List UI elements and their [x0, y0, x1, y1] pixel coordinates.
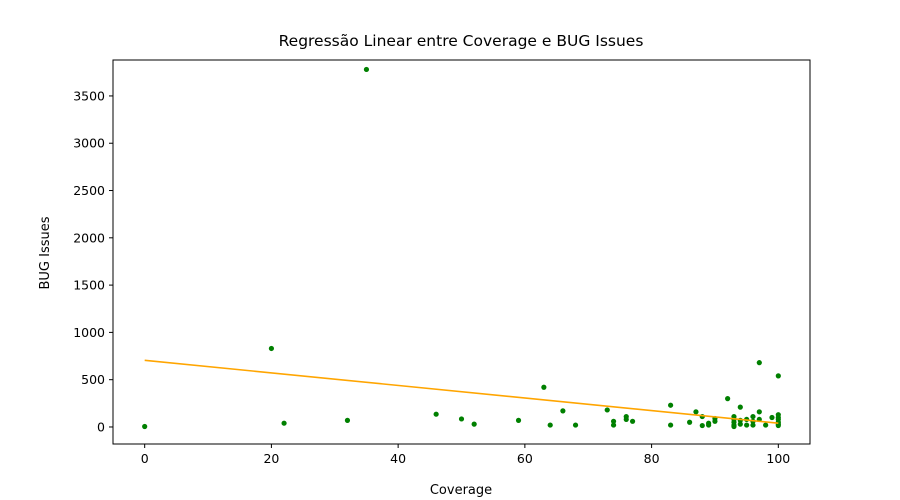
- x-tick-label: 40: [390, 451, 406, 466]
- data-point: [572, 422, 579, 428]
- data-point: [756, 360, 762, 366]
- plot-area: [142, 66, 781, 430]
- data-point: [541, 384, 547, 390]
- data-point: [560, 408, 566, 414]
- data-point: [763, 422, 769, 428]
- data-point: [433, 411, 439, 417]
- data-point: [458, 416, 465, 422]
- data-point: [547, 422, 553, 428]
- chart-title: Regressão Linear entre Coverage e BUG Is…: [279, 32, 644, 50]
- data-point: [268, 345, 275, 352]
- data-point: [142, 423, 148, 430]
- data-point: [737, 421, 743, 427]
- data-point: [344, 417, 351, 423]
- data-point: [744, 422, 750, 428]
- data-point: [604, 407, 610, 413]
- data-point: [750, 422, 756, 428]
- x-tick-label: 20: [263, 451, 279, 466]
- y-tick-label: 1000: [73, 325, 105, 340]
- data-point: [693, 409, 699, 415]
- x-axis-label: Coverage: [430, 483, 492, 498]
- data-point: [610, 418, 617, 424]
- y-tick-label: 2000: [73, 230, 105, 245]
- y-tick-label: 3500: [73, 88, 105, 103]
- x-tick-label: 80: [644, 451, 660, 466]
- y-tick-label: 500: [81, 372, 105, 387]
- regression-line: [144, 359, 779, 424]
- y-tick-label: 2500: [73, 183, 105, 198]
- data-point: [623, 416, 629, 423]
- data-point: [687, 419, 693, 425]
- x-tick-label: 60: [517, 451, 533, 466]
- y-tick-label: 1500: [73, 278, 105, 293]
- data-point: [610, 422, 617, 428]
- data-point: [775, 373, 781, 379]
- y-tick-label: 3000: [73, 136, 105, 151]
- data-point: [775, 422, 781, 429]
- data-point: [750, 413, 756, 420]
- data-point: [281, 420, 287, 426]
- data-point: [737, 404, 743, 410]
- x-tick-label: 0: [141, 451, 149, 466]
- data-point: [471, 421, 477, 427]
- data-point: [706, 422, 712, 428]
- data-point: [712, 418, 718, 424]
- data-point: [769, 414, 775, 421]
- data-point: [363, 66, 370, 73]
- x-tick-label: 100: [766, 451, 790, 466]
- data-point: [668, 402, 674, 408]
- axes-frame: [112, 59, 811, 445]
- data-point: [699, 422, 705, 429]
- data-point: [668, 422, 674, 428]
- data-point: [629, 418, 636, 424]
- data-point: [515, 417, 522, 423]
- data-point: [756, 409, 762, 415]
- data-point: [731, 423, 737, 430]
- data-point: [725, 396, 731, 402]
- y-tick-label: 0: [97, 419, 105, 434]
- y-axis-label: BUG Issues: [38, 216, 53, 289]
